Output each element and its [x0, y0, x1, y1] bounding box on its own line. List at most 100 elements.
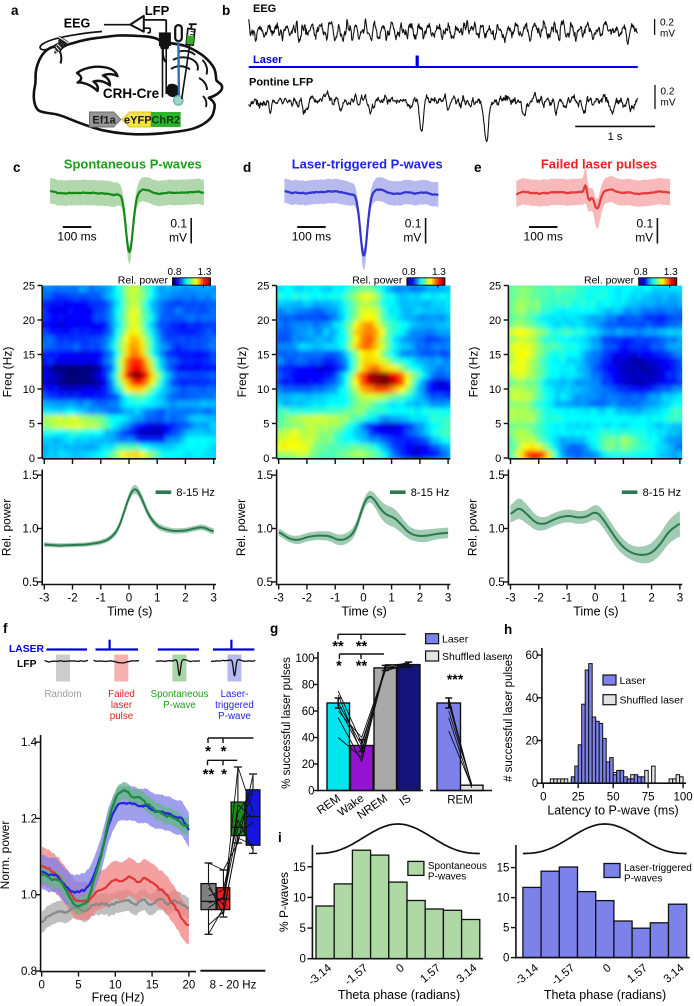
svg-text:IS: IS: [398, 792, 414, 808]
svg-text:0: 0: [503, 953, 509, 965]
svg-text:laser: laser: [111, 700, 133, 711]
svg-text:0.8: 0.8: [634, 267, 648, 278]
svg-text:-3.14: -3.14: [306, 962, 334, 988]
svg-text:3: 3: [210, 593, 216, 605]
svg-text:20: 20: [183, 980, 196, 992]
svg-text:50: 50: [607, 792, 620, 804]
svg-text:Rel. power: Rel. power: [352, 275, 403, 287]
svg-text:5: 5: [29, 419, 35, 431]
svg-text:Theta phase (radians): Theta phase (radians): [338, 988, 460, 1002]
svg-text:Rel. power: Rel. power: [584, 275, 635, 287]
svg-text:g: g: [270, 621, 278, 636]
svg-text:-2: -2: [534, 593, 544, 605]
svg-text:20: 20: [23, 315, 35, 327]
svg-text:-1: -1: [562, 593, 572, 605]
svg-text:3: 3: [677, 593, 683, 605]
svg-text:10: 10: [257, 384, 269, 396]
svg-text:mV: mV: [169, 231, 187, 245]
svg-text:3.14: 3.14: [662, 962, 687, 986]
svg-text:d: d: [243, 160, 251, 175]
svg-text:triggered: triggered: [215, 700, 254, 711]
svg-text:*: *: [221, 766, 227, 783]
svg-text:8-15 Hz: 8-15 Hz: [176, 487, 215, 499]
svg-text:1.0: 1.0: [489, 524, 505, 536]
svg-text:-1.57: -1.57: [550, 962, 578, 988]
svg-text:10: 10: [489, 384, 501, 396]
svg-text:-2: -2: [302, 593, 312, 605]
svg-text:eYFP: eYFP: [124, 115, 152, 127]
svg-text:Norm. power: Norm. power: [0, 821, 12, 890]
svg-text:**: **: [203, 766, 215, 783]
svg-text:1.0: 1.0: [21, 890, 37, 902]
svg-text:0: 0: [532, 778, 538, 790]
svg-text:80: 80: [302, 680, 315, 692]
svg-text:5: 5: [75, 980, 81, 992]
svg-text:Ef1a: Ef1a: [92, 115, 116, 127]
svg-text:15: 15: [293, 862, 306, 874]
svg-text:EEG: EEG: [253, 3, 276, 15]
svg-text:Laser: Laser: [442, 634, 469, 646]
svg-text:-1: -1: [330, 593, 340, 605]
svg-text:0: 0: [299, 954, 305, 966]
svg-text:20: 20: [526, 736, 539, 748]
svg-text:Spontaneous: Spontaneous: [428, 861, 487, 872]
svg-text:60: 60: [302, 706, 315, 718]
svg-text:8-15 Hz: 8-15 Hz: [411, 487, 450, 499]
svg-text:Time (s): Time (s): [107, 605, 152, 619]
svg-text:**: **: [356, 639, 368, 655]
svg-text:**: **: [356, 659, 368, 675]
svg-text:# successful laser pulses: # successful laser pulses: [503, 654, 515, 782]
svg-text:1: 1: [620, 593, 626, 605]
svg-text:100 ms: 100 ms: [292, 230, 331, 244]
svg-text:5: 5: [503, 923, 509, 935]
svg-text:Freq (Hz): Freq (Hz): [92, 991, 145, 1005]
svg-text:Failed laser pulses: Failed laser pulses: [541, 157, 657, 172]
svg-text:Latency to P-wave (ms): Latency to P-wave (ms): [547, 804, 678, 818]
svg-text:P-wave: P-wave: [218, 711, 251, 722]
svg-text:0: 0: [394, 962, 407, 975]
svg-text:e: e: [474, 160, 482, 175]
svg-text:25: 25: [489, 281, 501, 293]
svg-text:*: *: [221, 743, 227, 760]
svg-text:Time (s): Time (s): [573, 605, 618, 619]
svg-text:Pontine LFP: Pontine LFP: [249, 77, 313, 89]
svg-text:2: 2: [648, 593, 654, 605]
svg-text:8 - 20 Hz: 8 - 20 Hz: [210, 980, 257, 992]
svg-text:1.0: 1.0: [257, 524, 273, 536]
svg-text:0: 0: [592, 593, 598, 605]
svg-text:EEG: EEG: [64, 17, 90, 31]
svg-text:LFP: LFP: [145, 3, 170, 18]
svg-text:1 s: 1 s: [608, 131, 623, 143]
svg-text:10: 10: [293, 892, 306, 904]
svg-text:Rel. power: Rel. power: [0, 499, 14, 556]
svg-text:0: 0: [308, 786, 314, 798]
svg-text:-3: -3: [505, 593, 515, 605]
svg-text:P-waves: P-waves: [428, 871, 466, 882]
svg-text:5: 5: [299, 923, 305, 935]
svg-text:Laser-: Laser-: [221, 689, 249, 700]
svg-text:Spontaneous: Spontaneous: [151, 689, 209, 700]
svg-text:25: 25: [257, 281, 269, 293]
svg-text:10: 10: [109, 980, 122, 992]
svg-text:0.1: 0.1: [637, 217, 654, 231]
svg-text:0.5: 0.5: [257, 577, 273, 589]
svg-text:-1.57: -1.57: [343, 962, 371, 988]
svg-text:1.57: 1.57: [625, 962, 650, 986]
svg-text:1: 1: [154, 593, 160, 605]
svg-text:0.8: 0.8: [402, 267, 416, 278]
svg-text:i: i: [278, 830, 282, 845]
svg-text:0: 0: [29, 453, 35, 465]
svg-text:0.2: 0.2: [660, 18, 674, 29]
svg-text:CRH-Cre: CRH-Cre: [103, 86, 160, 101]
svg-text:1.3: 1.3: [664, 267, 678, 278]
svg-text:40: 40: [526, 693, 539, 705]
svg-text:Laser: Laser: [620, 675, 647, 687]
svg-text:LFP: LFP: [17, 659, 37, 670]
svg-text:Failed: Failed: [108, 689, 135, 700]
svg-text:25: 25: [23, 281, 35, 293]
svg-text:1.3: 1.3: [198, 267, 212, 278]
svg-text:Theta phase (radians): Theta phase (radians): [544, 988, 666, 1002]
svg-text:3.14: 3.14: [455, 962, 480, 986]
svg-text:1.57: 1.57: [418, 962, 443, 986]
svg-text:Random: Random: [44, 689, 81, 700]
